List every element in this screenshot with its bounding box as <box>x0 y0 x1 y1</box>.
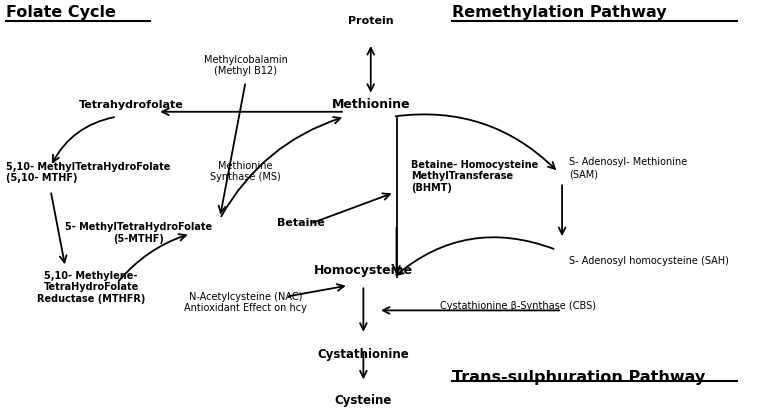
Text: 5,10- Methylene-
TetraHydroFolate
Reductase (MTHFR): 5,10- Methylene- TetraHydroFolate Reduct… <box>37 271 145 304</box>
Text: 5- MethylTetraHydroFolate
(5-MTHF): 5- MethylTetraHydroFolate (5-MTHF) <box>65 222 213 244</box>
Text: S- Adenosyl homocysteine (SAH): S- Adenosyl homocysteine (SAH) <box>569 256 729 266</box>
Text: Methionine: Methionine <box>331 98 410 111</box>
Text: Protein: Protein <box>348 16 393 26</box>
Text: Methylcobalamin
(Methyl B12): Methylcobalamin (Methyl B12) <box>203 55 288 76</box>
Text: Trans-sulphuration Pathway: Trans-sulphuration Pathway <box>451 370 705 385</box>
Text: Betaine- Homocysteine
MethylTransferase
(BHMT): Betaine- Homocysteine MethylTransferase … <box>412 160 539 193</box>
Text: S- Adenosyl- Methionine
(SAM): S- Adenosyl- Methionine (SAM) <box>569 157 688 179</box>
Text: Cystathionine β-Synthase (CBS): Cystathionine β-Synthase (CBS) <box>440 301 596 312</box>
Text: Betaine: Betaine <box>277 218 324 228</box>
Text: N-Acetylcysteine (NAC)
Antioxidant Effect on hcy: N-Acetylcysteine (NAC) Antioxidant Effec… <box>184 291 307 313</box>
Text: Methionine
Synthase (MS): Methionine Synthase (MS) <box>210 161 281 182</box>
Text: Homocysteine: Homocysteine <box>314 264 413 277</box>
Text: Tetrahydrofolate: Tetrahydrofolate <box>80 99 184 109</box>
Text: Remethylation Pathway: Remethylation Pathway <box>451 5 666 20</box>
Text: Folate Cycle: Folate Cycle <box>6 5 116 20</box>
Text: Cystathionine: Cystathionine <box>317 348 409 361</box>
Text: 5,10- MethylTetraHydroFolate
(5,10- MTHF): 5,10- MethylTetraHydroFolate (5,10- MTHF… <box>6 162 171 183</box>
Text: Cysteine: Cysteine <box>335 394 392 407</box>
